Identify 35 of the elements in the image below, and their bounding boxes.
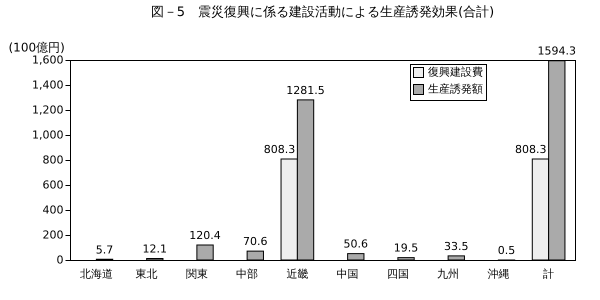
y-tick-label: 600: [42, 178, 64, 192]
x-tick-label: 中国: [336, 268, 359, 280]
data-label: 70.6: [243, 235, 268, 248]
x-tick-label: 関東: [186, 268, 208, 280]
data-label: 19.5: [394, 242, 418, 255]
y-tick-label: 1,000: [32, 128, 64, 142]
x-tick-label: 計: [543, 268, 554, 280]
data-label: 808.3: [514, 142, 546, 156]
data-label: 808.3: [264, 142, 296, 156]
data-label: 12.1: [142, 242, 168, 256]
y-axis-title: (100億円): [8, 40, 65, 54]
data-label: 5.7: [96, 243, 114, 256]
data-label: 33.5: [444, 240, 469, 253]
x-tick-label: 東北: [136, 268, 158, 280]
data-label: 1594.3: [538, 44, 576, 58]
y-tick-label: 1,200: [32, 104, 64, 116]
x-tick-label: 中部: [236, 268, 258, 280]
y-tick-label: 800: [42, 154, 64, 166]
x-tick-label: 北海道: [80, 268, 113, 280]
data-label: 0.5: [498, 244, 516, 257]
data-label: 50.6: [344, 238, 368, 251]
y-tick-label: 1,600: [32, 54, 64, 66]
chart-title: 図－5 震災復興に係る建設活動による生産誘発効果(合計): [150, 4, 494, 20]
x-tick-label: 沖縄: [487, 268, 510, 280]
y-tick-label: 400: [42, 204, 64, 216]
data-label: 1281.5: [286, 84, 325, 97]
legend-label: 復興建設費: [428, 66, 483, 78]
data-label: 120.4: [189, 228, 221, 242]
legend-label: 生産誘発額: [428, 82, 483, 96]
x-tick-label: 九州: [437, 268, 460, 280]
x-tick-label: 近畿: [286, 268, 308, 280]
x-tick-label: 四国: [386, 268, 409, 280]
y-tick-label: 0: [56, 254, 64, 266]
y-tick-label: 200: [42, 228, 64, 242]
y-tick-label: 1,400: [32, 78, 64, 92]
